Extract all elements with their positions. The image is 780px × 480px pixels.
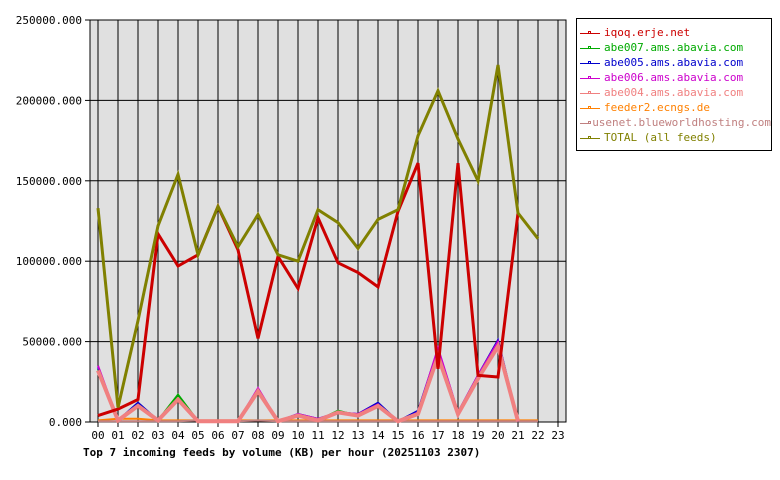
x-tick-label: 07	[231, 429, 244, 442]
legend-label: abe005.ams.abavia.com	[604, 56, 744, 69]
y-tick-label: 200000.000	[16, 94, 82, 107]
legend-item: usenet.blueworldhosting.com	[577, 115, 771, 130]
y-tick-label: 100000.000	[16, 255, 82, 268]
x-tick-label: 23	[551, 429, 564, 442]
legend: iqoq.erje.net abe007.ams.abavia.com abe005…	[576, 18, 772, 151]
legend-label: TOTAL (all feeds)	[604, 131, 717, 144]
x-tick-label: 17	[431, 429, 444, 442]
x-tick-label: 19	[471, 429, 484, 442]
legend-label: feeder2.ecngs.de	[604, 101, 710, 114]
series-line-0	[97, 162, 520, 418]
x-tick-label: 13	[351, 429, 364, 442]
x-tick-label: 08	[251, 429, 264, 442]
legend-line-marker-icon	[580, 59, 600, 67]
x-tick-label: 06	[211, 429, 224, 442]
y-tick-label: 50000.000	[22, 336, 82, 349]
legend-line-marker-icon	[580, 74, 600, 82]
x-tick-label: 21	[511, 429, 524, 442]
x-tick-label: 18	[451, 429, 464, 442]
y-axis: 0.000 50000.000 100000.000 150000.000 200000…	[16, 14, 90, 429]
legend-line-marker-icon	[580, 89, 600, 97]
legend-item: abe006.ams.abavia.com	[577, 70, 771, 85]
legend-item: TOTAL (all feeds)	[577, 130, 771, 145]
legend-label: abe004.ams.abavia.com	[604, 86, 744, 99]
x-tick-label: 15	[391, 429, 404, 442]
x-tick-label: 20	[491, 429, 504, 442]
legend-item: iqoq.erje.net	[577, 25, 771, 40]
legend-line-marker-icon	[580, 104, 600, 112]
legend-item: feeder2.ecngs.de	[577, 100, 771, 115]
legend-line-marker-icon	[580, 29, 600, 37]
legend-item: abe004.ams.abavia.com	[577, 85, 771, 100]
y-tick-label: 150000.000	[16, 175, 82, 188]
x-tick-label: 01	[111, 429, 124, 442]
x-tick-label: 12	[331, 429, 344, 442]
x-axis: 00 01 02 03 04 05 06 07 08 09 10 11 12 13 14 15 16 17 18 19…	[91, 422, 565, 442]
x-tick-label: 05	[191, 429, 204, 442]
legend-line-marker-icon	[580, 119, 591, 127]
legend-label: abe006.ams.abavia.com	[604, 71, 744, 84]
x-tick-label: 09	[271, 429, 284, 442]
legend-label: abe007.ams.abavia.com	[604, 41, 744, 54]
x-tick-label: 00	[91, 429, 104, 442]
x-tick-label: 10	[291, 429, 304, 442]
legend-label: iqoq.erje.net	[604, 26, 691, 39]
legend-line-marker-icon	[580, 44, 600, 52]
y-tick-label: 0.000	[49, 416, 82, 429]
x-tick-label: 04	[171, 429, 185, 442]
legend-line-marker-icon	[580, 134, 600, 142]
x-tick-label: 11	[311, 429, 324, 442]
x-tick-label: 03	[151, 429, 164, 442]
series-line-7	[96, 64, 540, 408]
series-lines	[96, 64, 540, 424]
y-tick-label: 250000.000	[16, 14, 82, 27]
legend-label: usenet.blueworldhosting.com	[592, 116, 771, 129]
x-tick-label: 14	[371, 429, 385, 442]
plot-area	[89, 19, 567, 423]
x-tick-label: 16	[411, 429, 424, 442]
x-tick-label: 02	[131, 429, 144, 442]
chart-title: Top 7 incoming feeds by volume (KB) per …	[83, 446, 481, 459]
series-line-4	[96, 341, 520, 424]
legend-item: abe007.ams.abavia.com	[577, 40, 771, 55]
x-tick-label: 22	[531, 429, 544, 442]
legend-item: abe005.ams.abavia.com	[577, 55, 771, 70]
